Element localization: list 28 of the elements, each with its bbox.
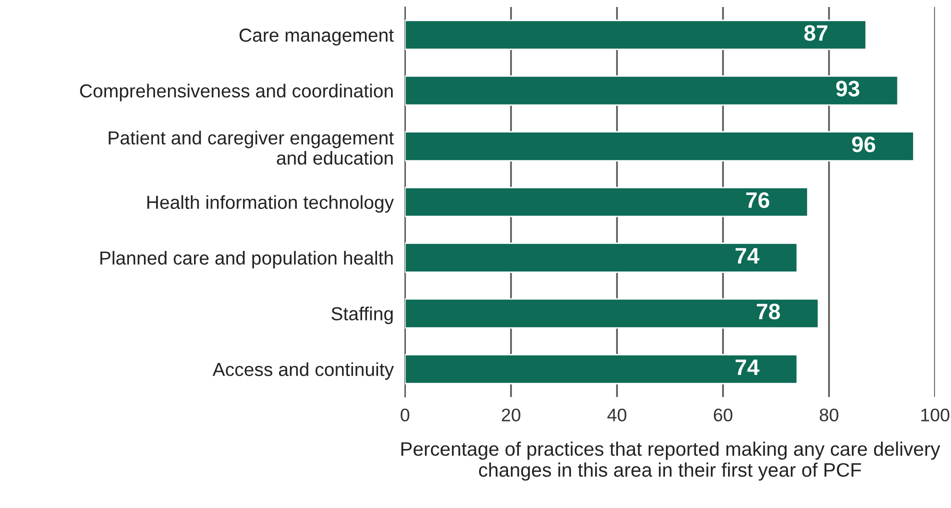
data-label: 93 xyxy=(836,80,860,97)
data-label: 74 xyxy=(736,248,760,264)
data-label: 76 xyxy=(746,192,770,208)
y-tick-label: Health information technology xyxy=(147,195,394,213)
bar xyxy=(405,354,798,384)
data-label: 96 xyxy=(852,136,876,152)
y-tick-label: Care management xyxy=(240,28,394,46)
x-tick-label: 20 xyxy=(502,408,520,422)
x-tick-label: 40 xyxy=(607,408,626,422)
bar xyxy=(405,75,899,106)
y-tick-label: Access and continuity xyxy=(212,362,394,380)
x-tick-label: 60 xyxy=(714,408,732,422)
x-tick-label: 80 xyxy=(820,408,838,422)
data-label: 78 xyxy=(756,304,780,320)
bar xyxy=(405,298,820,329)
bar xyxy=(405,131,914,162)
bar xyxy=(405,242,798,273)
x-tick-label: 100 xyxy=(921,408,950,422)
y-tick-label: Comprehensiveness and coordination xyxy=(80,84,393,102)
data-label: 74 xyxy=(736,360,760,375)
y-tick-label: Patient and caregiver engagement and education xyxy=(108,130,394,165)
y-tick-label: Staffing xyxy=(331,306,393,324)
bar xyxy=(405,20,867,50)
data-label: 87 xyxy=(804,25,828,41)
x-axis-title: Percentage of practices that reported making any care delivery changes in this area in their first year of PCF xyxy=(401,442,940,481)
x-tick-label: 0 xyxy=(400,408,410,422)
bar xyxy=(405,186,808,218)
y-tick-label: Planned care and population health xyxy=(100,250,393,268)
